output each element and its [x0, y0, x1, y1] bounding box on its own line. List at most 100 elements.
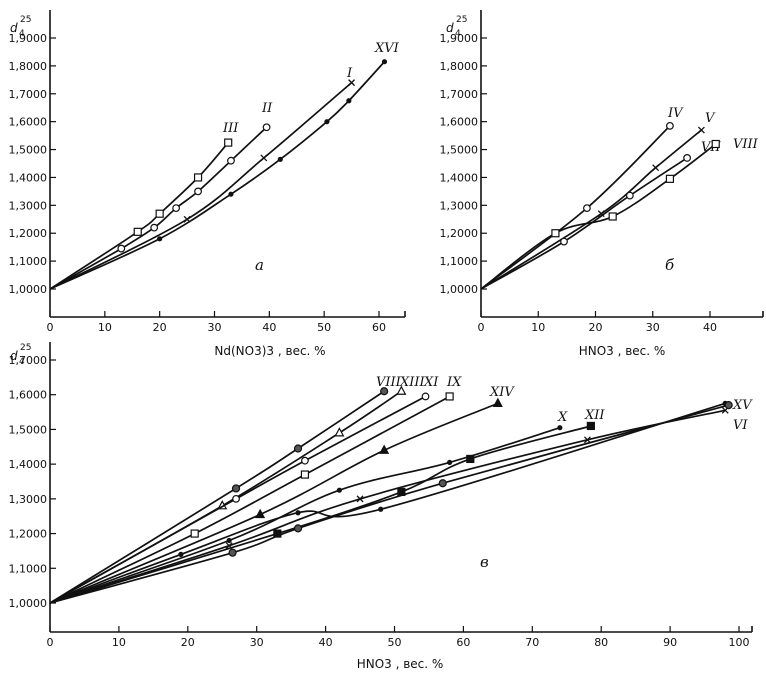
series-label-viii: VIII	[733, 137, 759, 152]
data-point-x	[226, 537, 232, 544]
series-line-xi	[49, 395, 426, 604]
x-tick-label: 20	[153, 321, 167, 334]
series-line-vii	[480, 157, 688, 290]
x-tick-label: 70	[525, 636, 539, 649]
y-tick-label: 1,7000	[9, 354, 48, 367]
x-tick-label: 60	[372, 321, 386, 334]
y-tick-label: 1,2000	[9, 528, 48, 541]
data-point-ii	[172, 204, 181, 213]
data-point-i	[260, 154, 268, 162]
data-point-vi	[356, 495, 364, 503]
data-point-xv	[178, 551, 184, 558]
data-point-xvi	[381, 59, 388, 65]
data-point-xi	[421, 392, 430, 401]
series-label-viii: VIII	[376, 375, 402, 390]
data-point-viii	[608, 212, 617, 221]
y-tick-label: 1,5000	[440, 144, 479, 157]
data-point-ix	[190, 529, 199, 538]
y-axis-label-sub: 4	[455, 29, 461, 39]
y-tick-label: 1,3000	[440, 199, 479, 212]
y-axis-label-sup: 25	[456, 15, 467, 25]
series-label-i: I	[346, 66, 353, 81]
y-tick-label: 1,7000	[440, 88, 479, 101]
data-point-ii	[150, 223, 159, 232]
data-point-xiv	[255, 508, 266, 519]
x-tick-label: 90	[663, 636, 677, 649]
y-tick-label: 1,1000	[9, 562, 48, 575]
x-axis-label: Nd(NO3)3 , вес. %	[214, 344, 325, 358]
y-axis-label-sup: 25	[20, 15, 31, 25]
series-label-iv: IV	[667, 106, 684, 121]
x-tick-label: 20	[181, 636, 195, 649]
x-axis-label: HNO3 , вес. %	[579, 344, 666, 358]
x-tick-label: 50	[317, 321, 331, 334]
y-axis-label: d	[446, 21, 454, 35]
y-tick-label: 1,6000	[9, 389, 48, 402]
data-point-xv	[378, 506, 384, 512]
panel-letter: в	[480, 553, 489, 571]
series-label-vi: VI	[733, 418, 748, 433]
y-axis-label: d	[10, 349, 18, 363]
series-line-x	[49, 426, 561, 604]
x-tick-label: 40	[262, 321, 276, 334]
x-tick-label: 50	[388, 636, 402, 649]
panel-a-chart: 1,0000 1,1000 1,2000 1,3000 1,4000 1,5000 1,60…	[9, 10, 406, 358]
data-point-xii	[273, 529, 282, 538]
series-line-xvi	[49, 61, 386, 290]
data-point-ii	[194, 187, 202, 196]
x-tick-label: 10	[531, 321, 545, 334]
panel-letter: б	[665, 256, 675, 274]
data-point-ii	[117, 244, 126, 253]
data-point-vii	[683, 154, 691, 162]
y-tick-label: 1,5000	[9, 144, 48, 157]
series-label-x: X	[557, 410, 568, 425]
panel-letter: а	[255, 256, 264, 274]
data-point-xii	[466, 454, 475, 464]
x-tick-label: 40	[703, 321, 717, 334]
y-tick-label: 1,7000	[9, 88, 48, 101]
data-point-ix	[300, 470, 310, 479]
y-tick-label: 1,8000	[440, 60, 479, 73]
y-tick-label: 1,2000	[440, 227, 479, 240]
y-tick-label: 1,9000	[9, 32, 48, 45]
y-tick-label: 1,1000	[440, 255, 479, 268]
x-tick-label: 100	[729, 636, 750, 649]
data-point-xi	[232, 494, 240, 503]
data-point-vii	[625, 191, 634, 200]
y-tick-label: 1,2000	[9, 227, 48, 240]
data-point-xv-2	[438, 479, 447, 488]
x-tick-label: 30	[250, 636, 264, 649]
data-point-xv	[295, 510, 301, 516]
data-point-iv	[666, 121, 674, 130]
series-label-xv: XV	[732, 398, 753, 413]
y-axis-label-sub: 4	[19, 29, 25, 39]
data-point-xii	[586, 421, 595, 431]
data-point-xvi	[157, 236, 163, 242]
series-line-xiv	[49, 402, 499, 604]
series-label-iii: III	[222, 121, 239, 136]
y-tick-label: 1,3000	[9, 199, 48, 212]
series-label-xi: XI	[423, 375, 439, 390]
x-tick-label: 10	[98, 321, 112, 334]
data-point-iii	[155, 209, 164, 218]
data-point-i	[348, 79, 356, 87]
data-point-ii	[227, 156, 235, 165]
series-line-xv	[49, 402, 726, 604]
data-point-xv-2	[228, 548, 237, 557]
data-point-xiii	[396, 385, 407, 395]
series-label-xiii: XIII	[399, 375, 426, 390]
data-point-x	[336, 487, 342, 493]
series-line-v	[480, 129, 702, 290]
x-tick-label: 0	[47, 636, 54, 649]
data-point-viii	[711, 139, 720, 149]
y-tick-label: 1,4000	[440, 171, 479, 184]
series-label-xii: XII	[584, 408, 605, 423]
panel-c-chart: 1,0000 1,1000 1,2000 1,3000 1,4000 1,5000 1,60…	[9, 342, 753, 671]
x-tick-label: 80	[594, 636, 608, 649]
data-point-iii	[133, 227, 142, 236]
y-tick-label: 1,0000	[440, 283, 479, 296]
y-tick-label: 1,0000	[9, 597, 48, 610]
series-line-ii	[49, 126, 268, 290]
data-point-viii	[293, 444, 303, 453]
